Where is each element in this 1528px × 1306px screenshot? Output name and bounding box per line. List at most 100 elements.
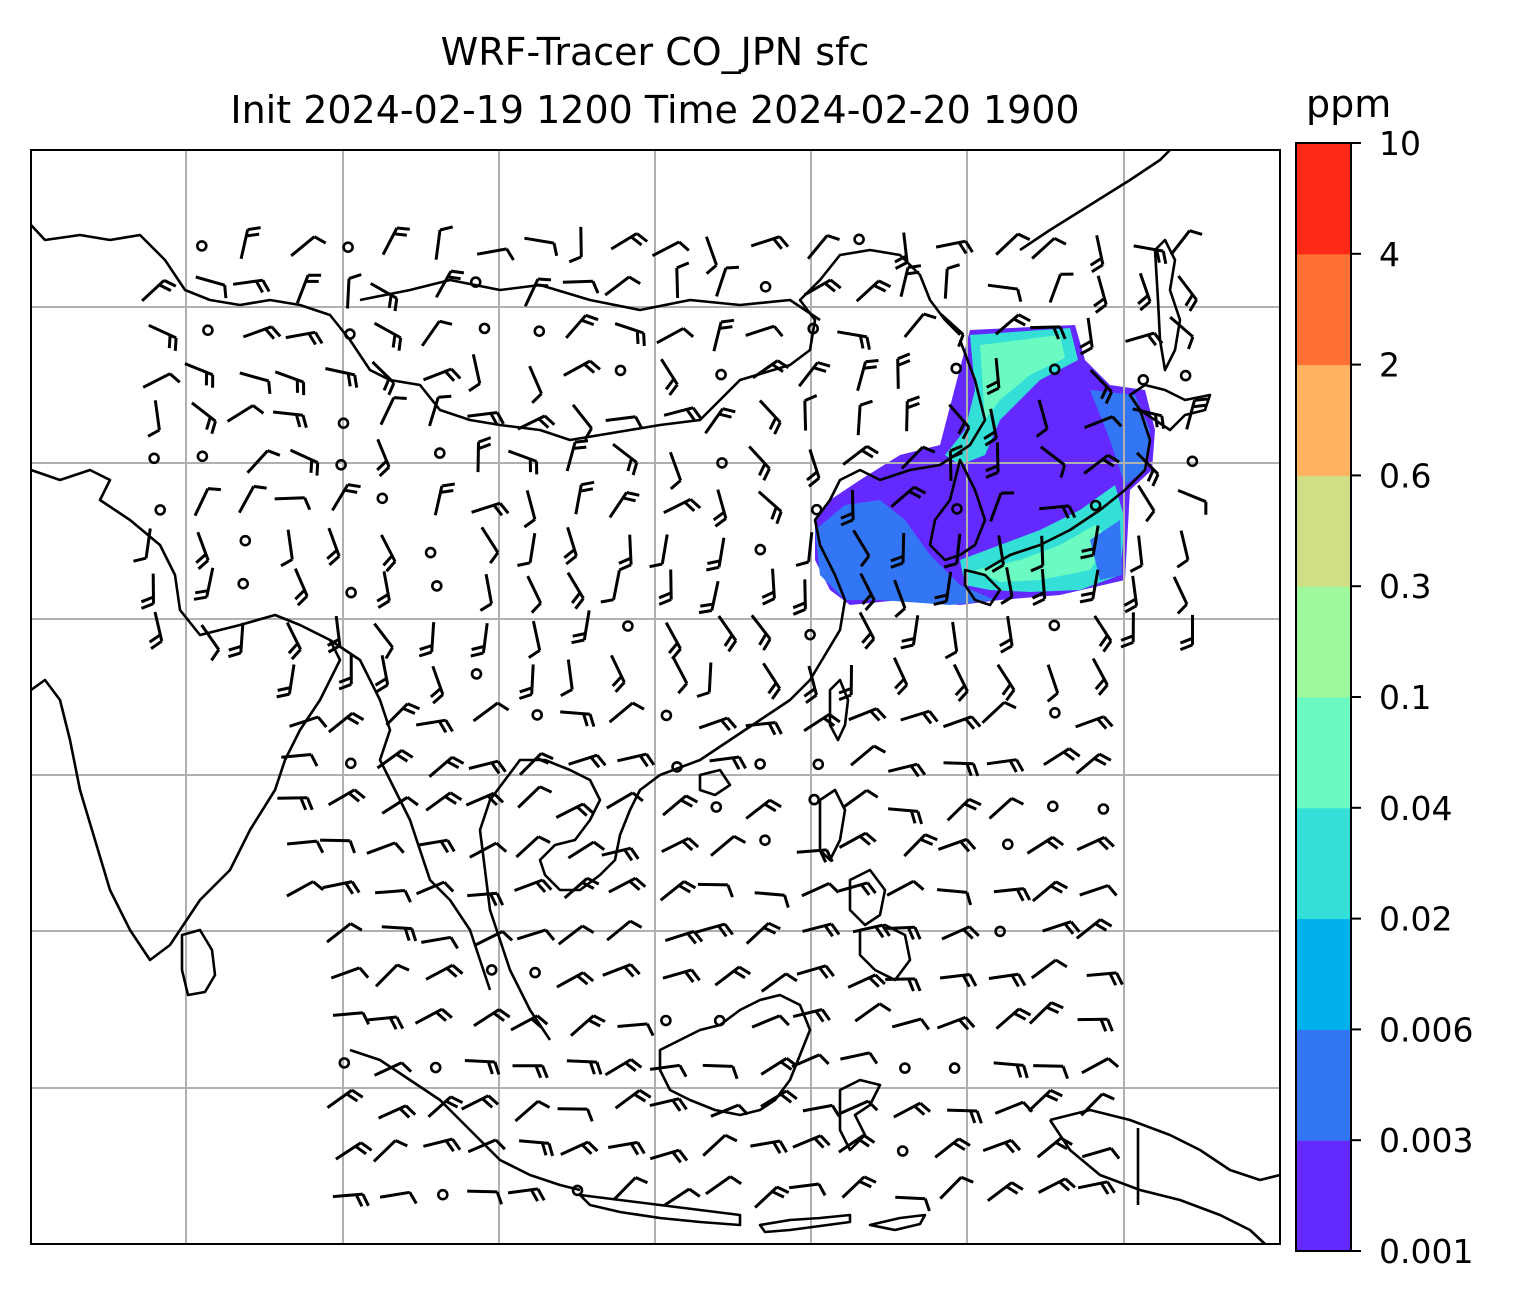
wind-barb [285,330,324,346]
calm-wind-circle [337,417,350,430]
wind-barb [840,489,855,527]
colorbar-tick-label: 4 [1379,235,1400,274]
wind-barb [745,721,783,736]
wind-barb [1132,407,1166,429]
calm-wind-circle [433,447,446,459]
calm-wind-circle [853,233,865,246]
wind-barb [195,531,210,571]
colorbar-tick-label: 0.3 [1379,567,1431,606]
wind-barb [855,279,892,303]
wind-barb [1133,244,1168,265]
wind-barb [274,496,312,511]
wind-barb [1030,958,1068,980]
colorbar-tick-label: 0.1 [1379,678,1431,717]
calm-wind-circle [896,1145,909,1157]
wind-barb [322,880,361,895]
wind-barb [434,225,454,260]
wind-barb [523,277,552,307]
colorbar-cell [1296,1140,1351,1252]
wind-barb [472,701,510,723]
calm-wind-circle [1001,838,1014,851]
wind-barb [664,929,704,945]
wind-barb [887,807,924,825]
wind-barb [754,891,790,909]
colorbar-cell [1296,918,1351,1030]
wind-barb [468,353,482,393]
colorbar-tick-label: 0.6 [1379,456,1431,495]
wind-barb [662,968,701,984]
wind-barb [512,1064,549,1079]
wind-barb [986,758,1025,773]
wind-barb [557,1107,594,1122]
calm-wind-circle [424,546,437,559]
colorbar-tick-label: 0.006 [1379,1010,1473,1049]
wind-barb [754,1185,790,1209]
wind-barb [892,657,909,696]
calm-wind-circle [950,362,963,375]
wind-barb [890,532,906,569]
wind-barb [510,1014,549,1032]
wind-barb [1026,835,1065,855]
wind-barb [373,1061,413,1077]
wind-barb [617,1022,655,1037]
wind-barb [184,362,215,388]
wind-barb [570,1014,606,1037]
calm-wind-circle [430,580,443,592]
wind-barb [1077,1180,1116,1195]
wind-barb [714,965,752,987]
wind-barb [563,876,600,900]
wind-barb [1075,752,1112,775]
wind-barb [332,1011,371,1025]
wind-barb [1093,275,1108,314]
wind-barb [761,568,776,606]
calm-wind-circle [436,1188,449,1201]
calm-wind-circle [622,620,634,632]
wind-barb [1135,451,1160,487]
wind-barb [1033,1064,1070,1080]
wind-barb [567,840,606,860]
wind-barb [414,1007,453,1025]
wind-barb [276,664,296,699]
wind-barb [1177,489,1208,515]
wind-barb [801,882,840,898]
calm-wind-circle [1186,455,1199,468]
wind-barb [900,445,936,470]
wind-barb [758,399,782,435]
wind-barb [885,977,922,992]
wind-barb [994,313,1031,336]
wind-barb [608,876,647,894]
wind-barb [473,1008,511,1027]
wind-barb [717,615,738,653]
wind-barb [1172,576,1189,615]
wind-barb [331,483,361,512]
wind-barb [649,1148,689,1164]
calm-wind-circle [1179,369,1192,382]
wind-barb [517,785,553,809]
wind-barb [1137,484,1156,523]
wind-barb [663,406,702,421]
wind-barb [604,1058,643,1077]
wind-barb [996,663,1016,702]
wind-barb [1037,1177,1076,1194]
calm-wind-circle [485,964,498,976]
wind-barb [560,659,574,698]
wind-barb [614,322,646,346]
coastline-myanmar [329,638,492,991]
wind-barb [607,1140,646,1156]
wind-barb [850,744,887,767]
wind-barb [1075,715,1114,730]
wind-barb [660,358,679,396]
wind-barb [326,615,342,654]
wind-barb [142,372,181,389]
wind-barb [237,484,267,514]
colorbar-cell [1296,807,1351,920]
calm-wind-circle [531,709,544,721]
wind-barb [332,1192,370,1207]
wind-barb [566,1059,603,1075]
wind-barb [608,701,645,724]
wind-barb [141,279,177,302]
wind-barb [993,1061,1029,1079]
wind-barb [760,972,798,993]
calm-wind-circle [1048,619,1061,632]
